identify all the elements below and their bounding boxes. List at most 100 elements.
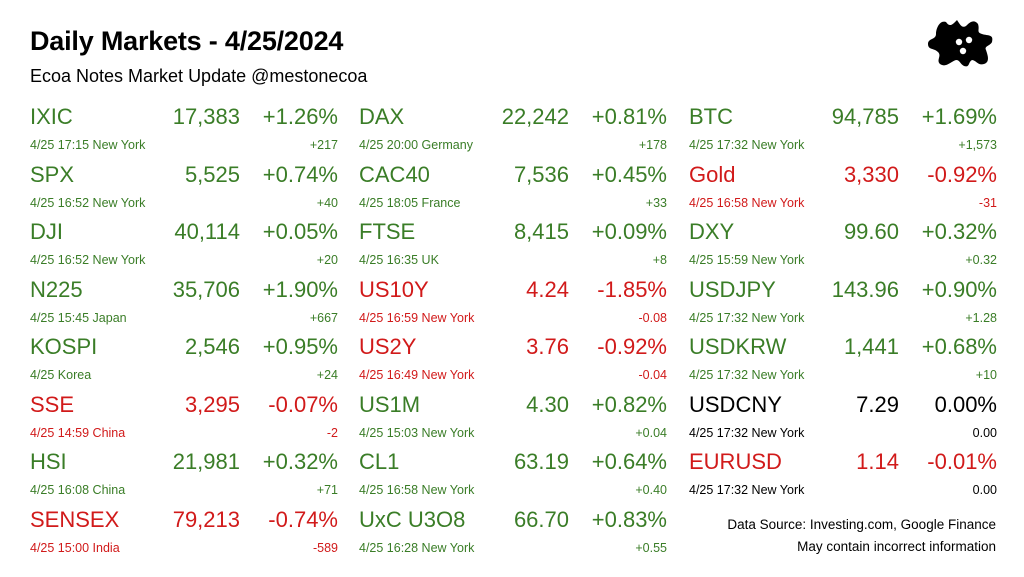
- detail-line: 4/25 16:52 New York +20: [30, 253, 338, 269]
- symbol-label: CL1: [359, 449, 400, 474]
- price-value: 4.30: [526, 391, 569, 417]
- price-value: 94,785: [831, 104, 899, 129]
- quote-line: HSI 21,981 +0.32%: [30, 449, 338, 479]
- percent-change: +0.68%: [921, 334, 997, 359]
- symbol-label: SSE: [30, 391, 75, 417]
- timestamp: 4/25 14:59 China: [30, 425, 126, 440]
- percent-change: -0.07%: [268, 391, 338, 417]
- price-value: 17,383: [172, 104, 240, 129]
- price-value: 7.29: [856, 391, 899, 417]
- symbol-label: DXY: [689, 219, 735, 244]
- market-row-spx: SPX 5,525 +0.74% 4/25 16:52 New York +40: [30, 162, 338, 220]
- absolute-change: +178: [638, 138, 667, 152]
- price-value: 79,213: [172, 506, 240, 532]
- absolute-change: +0.04: [635, 425, 667, 440]
- market-row-sensex: SENSEX 79,213 -0.74% 4/25 15:00 India -589: [30, 507, 338, 565]
- detail-line: 4/25 17:32 New York 0.00: [689, 426, 997, 442]
- market-row-ftse: FTSE 8,415 +0.09% 4/25 16:35 UK +8: [359, 219, 667, 277]
- quote-line: USDJPY 143.96 +0.90%: [689, 277, 997, 307]
- market-row-uxc-u3o8: UxC U3O8 66.70 +0.83% 4/25 16:28 New York +0…: [359, 507, 667, 565]
- data-source-note: Data Source: Investing.com, Google Finan…: [727, 517, 996, 532]
- quote-line: SENSEX 79,213 -0.74%: [30, 507, 338, 537]
- page-subtitle: Ecoa Notes Market Update @mestonecoa: [30, 66, 368, 86]
- market-row-sse: SSE 3,295 -0.07% 4/25 14:59 China -2: [30, 392, 338, 450]
- price-value: 99.60: [843, 219, 899, 244]
- percent-change: +1.26%: [262, 104, 338, 129]
- symbol-label: US10Y: [359, 276, 429, 302]
- market-row-kospi: KOSPI 2,546 +0.95% 4/25 Korea +24: [30, 334, 338, 392]
- absolute-change: +1.28: [965, 310, 997, 325]
- absolute-change: +24: [316, 368, 338, 382]
- market-row-cl1: CL1 63.19 +0.64% 4/25 16:58 New York +0.40: [359, 449, 667, 507]
- detail-line: 4/25 16:52 New York +40: [30, 196, 338, 212]
- absolute-change: +217: [309, 138, 338, 152]
- market-row-usdjpy: USDJPY 143.96 +0.90% 4/25 17:32 New York +1.…: [689, 277, 997, 335]
- price-value: 40,114: [174, 219, 240, 244]
- timestamp: 4/25 16:58 New York: [689, 195, 805, 210]
- percent-change: -0.01%: [927, 449, 997, 474]
- percent-change: +0.95%: [262, 334, 338, 359]
- symbol-label: DAX: [359, 104, 405, 129]
- timestamp: 4/25 17:32 New York: [689, 425, 805, 440]
- percent-change: +0.82%: [591, 391, 667, 417]
- timestamp: 4/25 15:03 New York: [359, 425, 475, 440]
- price-value: 7,536: [513, 161, 569, 187]
- quote-line: USDCNY 7.29 0.00%: [689, 392, 997, 422]
- symbol-label: USDCNY: [689, 391, 782, 417]
- timestamp: 4/25 16:49 New York: [359, 368, 475, 382]
- market-row-ixic: IXIC 17,383 +1.26% 4/25 17:15 New York +217: [30, 104, 338, 162]
- symbol-label: KOSPI: [30, 334, 98, 359]
- timestamp: 4/25 16:28 New York: [359, 540, 475, 555]
- market-row-dxy: DXY 99.60 +0.32% 4/25 15:59 New York +0.32: [689, 219, 997, 277]
- price-value: 21,981: [172, 449, 240, 474]
- price-value: 1,441: [843, 334, 899, 359]
- percent-change: -0.92%: [597, 334, 667, 359]
- percent-change: +0.05%: [262, 219, 338, 244]
- detail-line: 4/25 17:15 New York +217: [30, 138, 338, 154]
- quote-line: USDKRW 1,441 +0.68%: [689, 334, 997, 364]
- timestamp: 4/25 17:32 New York: [689, 483, 805, 497]
- timestamp: 4/25 17:32 New York: [689, 310, 805, 325]
- quote-line: US10Y 4.24 -1.85%: [359, 277, 667, 307]
- detail-line: 4/25 Korea +24: [30, 368, 338, 384]
- quote-line: SPX 5,525 +0.74%: [30, 162, 338, 192]
- absolute-change: +8: [652, 253, 667, 267]
- price-value: 22,242: [501, 104, 569, 129]
- percent-change: +0.81%: [591, 104, 667, 129]
- symbol-label: BTC: [689, 104, 733, 129]
- page-title: Daily Markets - 4/25/2024: [30, 26, 344, 56]
- detail-line: 4/25 17:32 New York +1,573: [689, 138, 997, 154]
- timestamp: 4/25 16:52 New York: [30, 253, 146, 267]
- percent-change: +1.69%: [921, 104, 997, 129]
- detail-line: 4/25 20:00 Germany +178: [359, 138, 667, 154]
- absolute-change: -31: [978, 195, 997, 210]
- timestamp: 4/25 16:35 UK: [359, 253, 439, 267]
- price-value: 8,415: [513, 219, 569, 244]
- quote-line: KOSPI 2,546 +0.95%: [30, 334, 338, 364]
- market-row-us10y: US10Y 4.24 -1.85% 4/25 16:59 New York -0.08: [359, 277, 667, 335]
- quote-line: EURUSD 1.14 -0.01%: [689, 449, 997, 479]
- splat-logo-icon: [928, 20, 993, 67]
- quote-line: US2Y 3.76 -0.92%: [359, 334, 667, 364]
- absolute-change: +71: [316, 483, 338, 497]
- percent-change: -1.85%: [597, 276, 667, 302]
- absolute-change: 0.00: [972, 483, 997, 497]
- timestamp: 4/25 17:15 New York: [30, 138, 146, 152]
- detail-line: 4/25 17:32 New York +1.28: [689, 311, 997, 327]
- market-row-cac40: CAC40 7,536 +0.45% 4/25 18:05 France +33: [359, 162, 667, 220]
- absolute-change: -589: [312, 540, 338, 555]
- quote-line: DAX 22,242 +0.81%: [359, 104, 667, 134]
- quote-line: FTSE 8,415 +0.09%: [359, 219, 667, 249]
- quote-line: IXIC 17,383 +1.26%: [30, 104, 338, 134]
- absolute-change: +20: [316, 253, 338, 267]
- market-row-dji: DJI 40,114 +0.05% 4/25 16:52 New York +20: [30, 219, 338, 277]
- symbol-label: EURUSD: [689, 449, 782, 474]
- percent-change: +0.32%: [262, 449, 338, 474]
- absolute-change: +0.55: [635, 540, 667, 555]
- timestamp: 4/25 15:00 India: [30, 540, 120, 555]
- quote-line: CL1 63.19 +0.64%: [359, 449, 667, 479]
- percent-change: +0.45%: [591, 161, 667, 187]
- symbol-label: HSI: [30, 449, 67, 474]
- percent-change: +0.64%: [591, 449, 667, 474]
- price-value: 1.14: [856, 449, 899, 474]
